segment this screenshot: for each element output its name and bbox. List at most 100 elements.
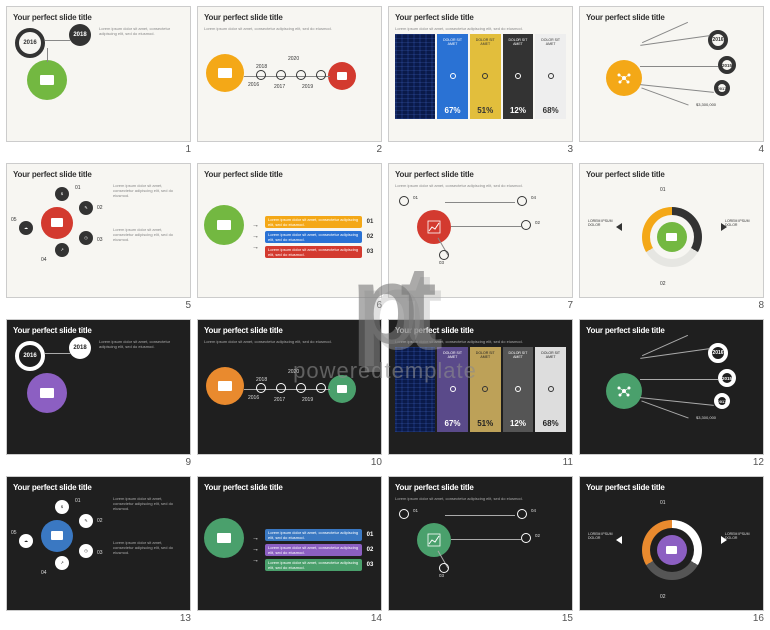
slide-10[interactable]: Your perfect slide title 2018 2020 2016 … [197,319,382,455]
spoke-icon: ☁ [19,534,33,548]
cell-4: Your perfect slide title 2016 [579,6,764,155]
slide-9[interactable]: Your perfect slide title 2016 2018 Lorem… [6,319,191,455]
cell-9: Your perfect slide title 2016 2018 Lorem… [6,319,191,468]
lorem-text: Lorem ipsum dolor sit amet, consectetur … [113,183,175,198]
browser-click-icon [40,388,54,398]
slide-3[interactable]: Your perfect slide title Lorem ipsum dol… [388,6,573,142]
row-pill: Lorem ipsum dolor sit amet, consectetur … [265,231,362,243]
year-label: 2015 [722,376,732,381]
lorem-text: Lorem ipsum dolor sit amet, consectetur … [99,26,175,36]
num-label: 01 [413,195,418,200]
slide-8[interactable]: Your perfect slide title 01 02 LOREM IPS… [579,163,764,299]
monitor-icon [666,546,677,554]
slide-5[interactable]: Your perfect slide title $ ✎ ◷ ↗ ☁ 01 02… [6,163,191,299]
slide-12[interactable]: Your perfect slide title 2016 [579,319,764,455]
cell-7: Your perfect slide title Lorem ipsum dol… [388,163,573,312]
row-pill: Lorem ipsum dolor sit amet, consectetur … [265,544,362,556]
row-pill: Lorem ipsum dolor sit amet, consectetur … [265,529,362,541]
spoke-icon: ✎ [79,201,93,215]
pie-icon [482,73,488,79]
slide-number: 7 [388,298,573,311]
code-background-icon [395,34,435,119]
slide-number: 14 [197,611,382,624]
row-pill: Lorem ipsum dolor sit amet, consectetur … [265,246,362,258]
stat-percent: 68% [543,419,559,428]
year-label: 2017 [274,84,285,90]
row-num: 03 [365,562,375,568]
stat-header: DOLOR SIT AMET [471,38,500,46]
cell-10: Your perfect slide title 2018 2020 2016 … [197,319,382,468]
slide-13[interactable]: Your perfect slide title $ ✎ ◷ ↗ ☁ 01 02… [6,476,191,612]
spoke-icon: $ [55,500,69,514]
aux-label: LOREM IPSUM DOLOR [725,219,755,227]
slide-title: Your perfect slide title [13,170,184,179]
slide-number: 8 [579,298,764,311]
num-label: 04 [41,570,47,576]
slide-title: Your perfect slide title [586,483,757,492]
spoke-icon: ↗ [55,556,69,570]
spoke-icon: ✎ [79,514,93,528]
slide-number: 15 [388,611,573,624]
num-label: 01 [660,500,666,506]
slide-7[interactable]: Your perfect slide title Lorem ipsum dol… [388,163,573,299]
slide-14[interactable]: Your perfect slide title →→→ Lorem ipsum… [197,476,382,612]
year-label: 2020 [288,369,299,375]
slide-number: 5 [6,298,191,311]
cell-15: Your perfect slide title Lorem ipsum dol… [388,476,573,625]
stat-percent: 12% [510,106,526,115]
network-icon [616,70,632,86]
slide-number: 3 [388,142,573,155]
slide-16[interactable]: Your perfect slide title 01 02 LOREM IPS… [579,476,764,612]
slide-4[interactable]: Your perfect slide title 2016 [579,6,764,142]
slide-number: 10 [197,455,382,468]
year-label: 2015 [722,63,732,68]
stat-header: DOLOR SIT AMET [438,38,467,46]
num-label: 04 [531,195,536,200]
browser-click-icon [40,75,54,85]
num-label: 05 [11,530,17,536]
cell-12: Your perfect slide title 2016 [579,319,764,468]
chart-icon [515,73,521,79]
slide-2[interactable]: Your perfect slide title 2018 2020 2016 … [197,6,382,142]
amount-label: $3,300,000 [696,102,716,107]
slide-title: Your perfect slide title [395,170,566,179]
row-pill: Lorem ipsum dolor sit amet, consectetur … [265,216,362,228]
devices-icon [218,68,232,78]
num-label: 04 [41,257,47,263]
lorem-text: Lorem ipsum dolor sit amet, consectetur … [99,339,175,349]
lorem-text: Lorem ipsum dolor sit amet, consectetur … [395,496,566,501]
row-num: 01 [365,532,375,538]
slide-1[interactable]: Your perfect slide title 2016 2018 Lorem… [6,6,191,142]
year-label: 2016 [23,40,36,46]
num-label: 03 [439,260,444,265]
spoke-icon: ☁ [19,221,33,235]
browser-domain-icon [51,218,63,227]
lorem-text: Lorem ipsum dolor sit amet, consectetur … [113,540,175,555]
num-label: 03 [439,573,444,578]
year-label: 2017 [718,399,727,404]
slide-number: 1 [6,142,191,155]
stat-percent: 12% [510,419,526,428]
stat-header: DOLOR SIT AMET [536,38,565,46]
slide-number: 9 [6,455,191,468]
cell-8: Your perfect slide title 01 02 LOREM IPS… [579,163,764,312]
lorem-text: Lorem ipsum dolor sit amet, consectetur … [395,339,566,344]
num-label: 02 [535,533,540,538]
slide-15[interactable]: Your perfect slide title Lorem ipsum dol… [388,476,573,612]
slide-title: Your perfect slide title [204,326,375,335]
slide-11[interactable]: Your perfect slide title Lorem ipsum dol… [388,319,573,455]
stat-percent: 51% [477,419,493,428]
slide-gallery-grid: Your perfect slide title 2016 2018 Lorem… [0,0,770,630]
cell-13: Your perfect slide title $ ✎ ◷ ↗ ☁ 01 02… [6,476,191,625]
slide-title: Your perfect slide title [204,13,375,22]
slide-title: Your perfect slide title [586,170,757,179]
slide-6[interactable]: Your perfect slide title →→→ Lorem ipsum… [197,163,382,299]
slide-title: Your perfect slide title [204,483,375,492]
browser-chart-icon [217,533,231,543]
growth-chart-icon [427,533,441,547]
graph-icon [548,386,554,392]
row-num: 03 [365,249,375,255]
slide-title: Your perfect slide title [13,13,184,22]
year-label: 2016 [712,37,723,43]
lorem-text: Lorem ipsum dolor sit amet, consectetur … [395,26,566,31]
